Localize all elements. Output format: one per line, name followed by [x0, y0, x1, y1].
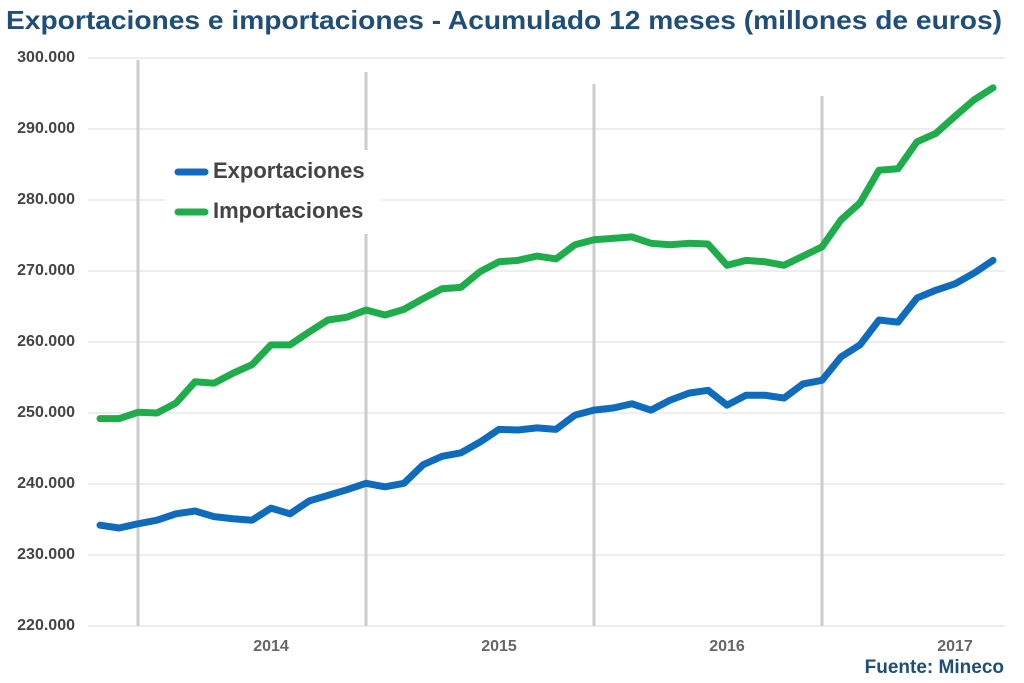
y-tick-label: 220.000	[17, 617, 75, 634]
legend-label: Importaciones	[213, 198, 363, 223]
chart-title: Exportaciones e importaciones - Acumulad…	[6, 5, 1002, 35]
y-tick-label: 280.000	[17, 191, 75, 208]
legend-box	[165, 150, 380, 234]
y-tick-label: 290.000	[17, 120, 75, 137]
x-tick-label: 2016	[709, 638, 745, 655]
y-tick-label: 230.000	[17, 546, 75, 563]
y-tick-label: 240.000	[17, 475, 75, 492]
x-tick-label: 2014	[253, 638, 289, 655]
y-tick-label: 300.000	[17, 49, 75, 66]
x-tick-label: 2015	[481, 638, 517, 655]
y-tick-label: 270.000	[17, 262, 75, 279]
x-tick-label: 2017	[937, 638, 973, 655]
y-tick-label: 260.000	[17, 333, 75, 350]
series-line	[96, 256, 997, 532]
source: Fuente: Mineco	[865, 657, 1004, 678]
legend-label: Exportaciones	[213, 158, 365, 183]
series-line	[96, 84, 997, 423]
y-tick-label: 250.000	[17, 404, 75, 421]
